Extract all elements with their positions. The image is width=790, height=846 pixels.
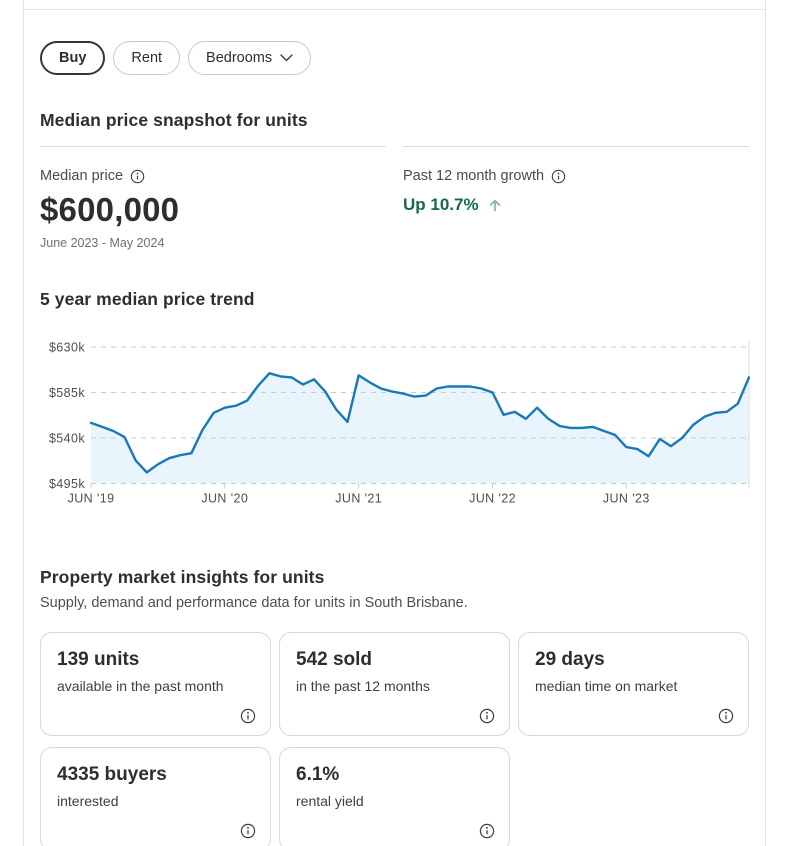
card-value: 542 sold — [296, 649, 373, 670]
card-info-icon[interactable] — [479, 823, 495, 839]
svg-text:JUN '20: JUN '20 — [201, 492, 248, 506]
filter-bar: Buy Rent Bedrooms — [40, 41, 749, 75]
card-value: 6.1% — [296, 764, 340, 785]
insight-card-buyers: 4335 buyers interested — [40, 747, 271, 846]
snapshot-grid: Median price $600,000 June 2023 - May 20… — [40, 146, 749, 250]
card-info-icon[interactable] — [718, 708, 734, 724]
bedrooms-dropdown-label: Bedrooms — [206, 50, 273, 66]
card-info-icon[interactable] — [240, 823, 256, 839]
card-info-icon[interactable] — [479, 708, 495, 724]
chevron-down-icon — [280, 54, 293, 62]
insight-cards: 139 units available in the past month 54… — [40, 632, 749, 846]
card-caption: interested — [57, 793, 119, 809]
card-value: 29 days — [535, 649, 605, 670]
buy-filter-button[interactable]: Buy — [40, 41, 106, 75]
median-price-block: Median price $600,000 June 2023 - May 20… — [40, 146, 386, 250]
median-price-value: $600,000 — [40, 191, 180, 228]
growth-info-icon[interactable] — [551, 169, 566, 184]
card-caption: median time on market — [535, 678, 678, 694]
svg-text:JUN '19: JUN '19 — [68, 492, 115, 506]
growth-block: Past 12 month growth Up 10.7% — [403, 146, 749, 250]
svg-text:$540k: $540k — [49, 432, 85, 446]
card-value: 139 units — [57, 649, 140, 670]
insights-subtitle: Supply, demand and performance data for … — [40, 595, 468, 611]
insights-title: Property market insights for units — [40, 567, 325, 587]
card-caption: available in the past month — [57, 678, 224, 694]
rent-filter-button[interactable]: Rent — [113, 41, 181, 75]
trend-chart-title: 5 year median price trend — [40, 289, 255, 309]
insight-card-sold: 542 sold in the past 12 months — [279, 632, 510, 736]
svg-text:JUN '22: JUN '22 — [469, 492, 516, 506]
median-price-period: June 2023 - May 2024 — [40, 236, 165, 250]
up-arrow-icon — [487, 197, 503, 213]
snapshot-title: Median price snapshot for units — [40, 110, 308, 130]
svg-text:JUN '23: JUN '23 — [603, 492, 650, 506]
insight-card-rental-yield: 6.1% rental yield — [279, 747, 510, 846]
median-price-info-icon[interactable] — [130, 169, 145, 184]
svg-text:$585k: $585k — [49, 386, 85, 400]
card-caption: rental yield — [296, 793, 364, 809]
svg-text:JUN '21: JUN '21 — [335, 492, 382, 506]
growth-label: Past 12 month growth — [403, 168, 545, 184]
panel-top-divider — [24, 0, 765, 10]
insight-card-available: 139 units available in the past month — [40, 632, 271, 736]
median-price-label: Median price — [40, 168, 124, 184]
svg-text:$630k: $630k — [49, 341, 85, 355]
trend-chart-wrap: $630k $585k $540k $495k JUN '19 JUN '20 JUN '2… — [40, 330, 750, 510]
bedrooms-dropdown[interactable]: Bedrooms — [188, 41, 312, 75]
card-info-icon[interactable] — [240, 708, 256, 724]
market-data-panel: Buy Rent Bedrooms Median price snapshot … — [23, 0, 766, 846]
card-value: 4335 buyers — [57, 764, 167, 785]
insight-card-days-on-market: 29 days median time on market — [518, 632, 749, 736]
growth-value: Up 10.7% — [403, 195, 479, 214]
svg-text:$495k: $495k — [49, 477, 85, 491]
card-caption: in the past 12 months — [296, 678, 430, 694]
